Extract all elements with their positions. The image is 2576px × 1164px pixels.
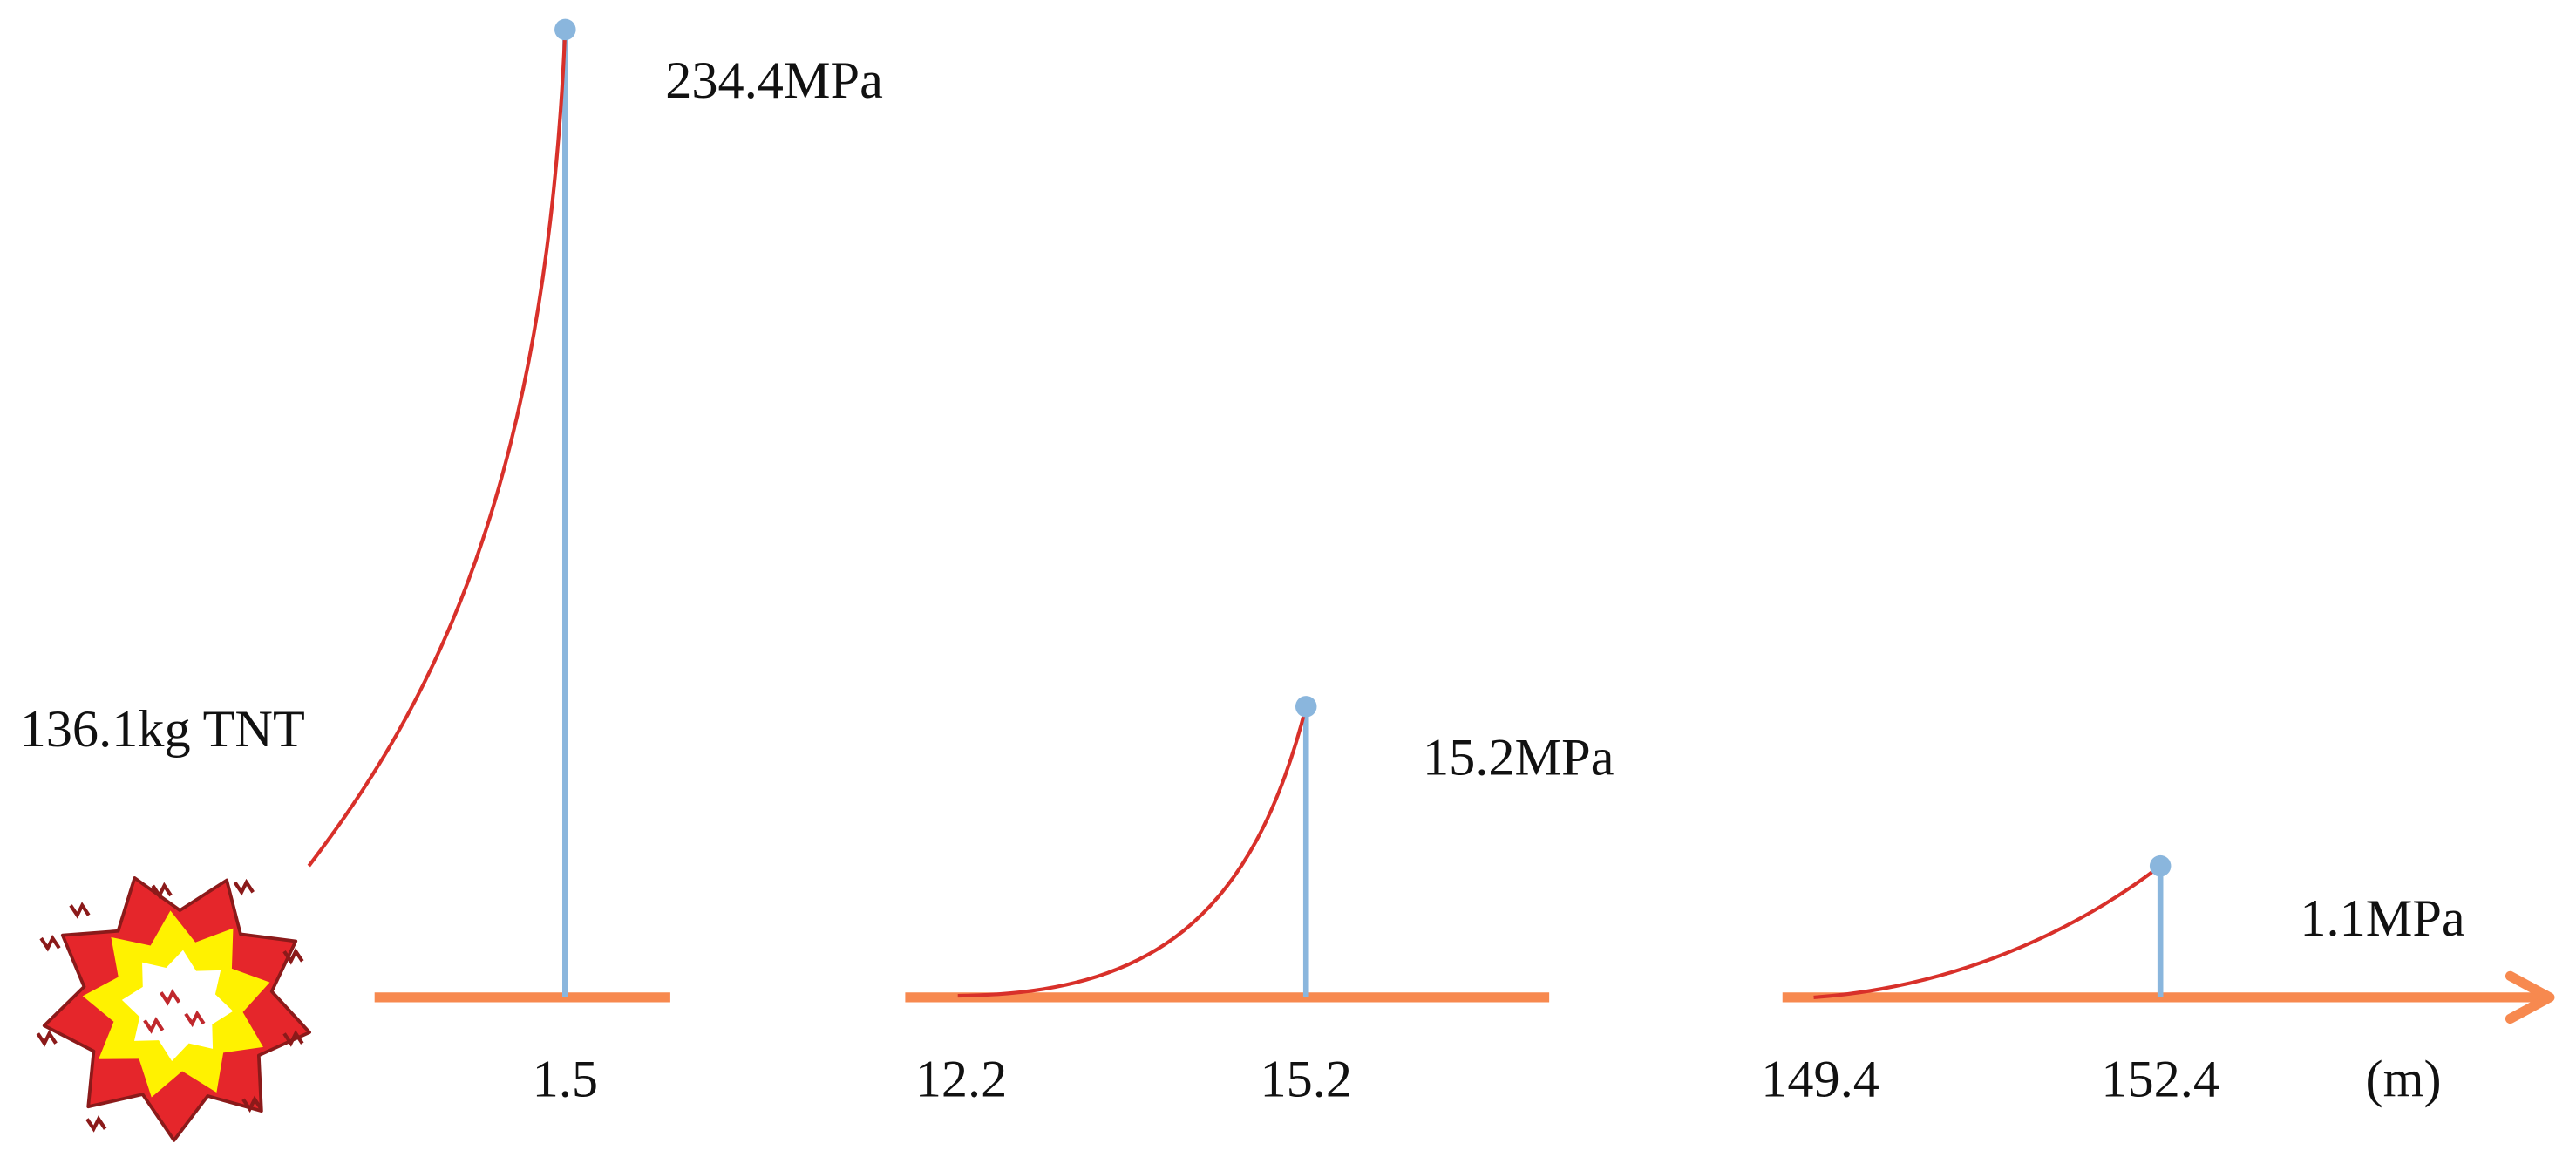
debris [151, 882, 173, 900]
explosion-inner [121, 950, 234, 1062]
peak-dot [2149, 854, 2172, 877]
peak-pressure: 234.4MPa [665, 51, 883, 110]
debris [241, 1095, 263, 1113]
debris [184, 1010, 206, 1028]
distance-label: 15.2 [1260, 1051, 1352, 1109]
debris [282, 1030, 304, 1047]
peak-pressure: 1.1MPa [2300, 889, 2464, 948]
distance-label: 12.2 [915, 1051, 1008, 1109]
pressure-curve [307, 29, 568, 868]
peak-pressure: 15.2MPa [1423, 728, 1614, 786]
debris [36, 1030, 58, 1047]
debris [159, 989, 181, 1006]
distance-label: 149.4 [1761, 1051, 1879, 1109]
distance-label: 152.4 [2101, 1051, 2219, 1109]
explosion-icon [36, 876, 311, 1142]
debris [69, 902, 91, 919]
debris [39, 934, 61, 952]
explosive-label: 136.1kg TNT [20, 700, 305, 759]
unit-label: (m) [2366, 1051, 2442, 1109]
pressure-curve [1813, 864, 2162, 999]
distance-label: 1.5 [533, 1051, 598, 1109]
peak-dot [554, 18, 576, 41]
axis-arrow [2505, 970, 2555, 1024]
debris [85, 1115, 107, 1133]
peak-dot [1295, 696, 1317, 718]
debris [233, 878, 255, 896]
debris [282, 948, 304, 965]
pressure-curve [957, 705, 1308, 998]
debris [143, 1017, 165, 1034]
